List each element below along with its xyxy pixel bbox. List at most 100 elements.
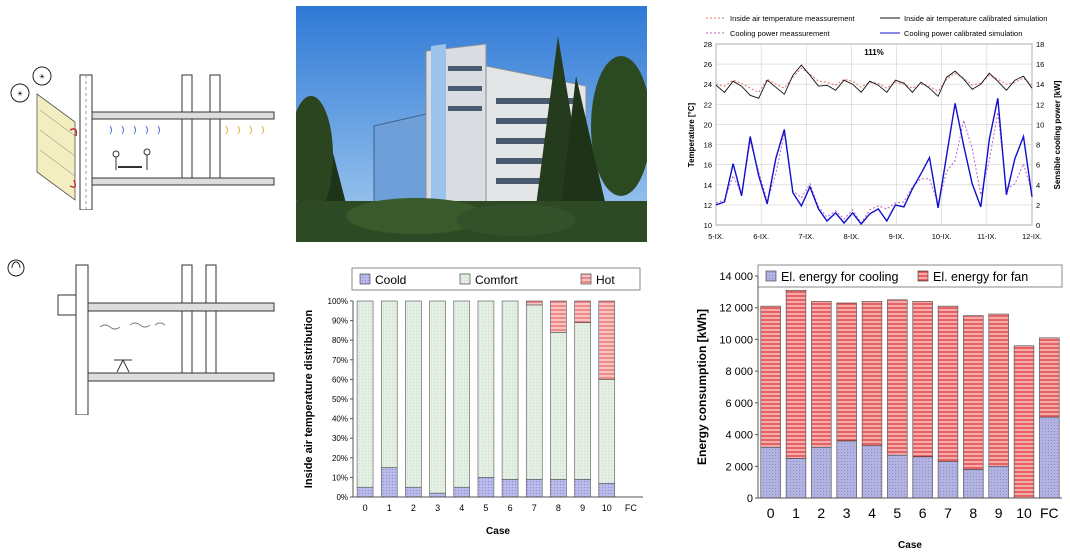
x-tick-label: 9 (995, 505, 1003, 521)
y-tick-label: 100% (328, 297, 348, 306)
y-tick-label-right: 2 (1036, 201, 1040, 210)
x-tick-label: 8 (969, 505, 977, 521)
building-photo (289, 6, 651, 242)
x-tick-label: 6 (508, 503, 513, 513)
x-tick-label: 7-IX. (798, 232, 814, 241)
bar-segment (937, 461, 959, 499)
bar-segment (963, 469, 984, 499)
x-tick-label: 5 (483, 503, 488, 513)
y-axis-label: Inside air temperature distribution (303, 309, 315, 488)
x-axis-label: Case (898, 540, 922, 551)
y-tick-label-left: 24 (704, 80, 712, 89)
y-tick-label: 2 000 (725, 461, 753, 473)
bar-segment (887, 299, 908, 456)
y-tick-label: 4 000 (725, 430, 753, 442)
bar-segment (861, 301, 883, 446)
x-tick-label: 0 (767, 505, 775, 521)
y-tick-label-left: 26 (704, 60, 712, 69)
bar-segment (1039, 337, 1060, 418)
bar-segment (356, 300, 374, 488)
bar-segment (836, 302, 857, 442)
legend-entry: Comfort (475, 273, 518, 287)
bar-segment (937, 305, 959, 462)
legend-entry: Hot (596, 273, 615, 287)
series-line (715, 112, 1033, 224)
legend-entry: Coold (375, 273, 406, 287)
y-tick-label: 12 000 (719, 303, 753, 315)
y-tick-label-left: 14 (704, 181, 712, 190)
y-tick-label: 14 000 (719, 271, 753, 283)
bar-segment (453, 300, 471, 488)
svg-text:☀: ☀ (39, 73, 45, 81)
chart-title: 111% (864, 48, 884, 57)
bar-segment (574, 479, 591, 498)
bar-segment (356, 486, 374, 498)
bar-segment (785, 458, 807, 499)
legend-entry: Cooling power calibrated simulation (904, 29, 1022, 38)
y-axis-label: Energy consumption [kWh] (695, 309, 709, 465)
x-tick-label: 10 (1016, 505, 1032, 521)
x-tick-label: 12-IX. (1022, 232, 1042, 241)
bar-segment (887, 454, 908, 499)
y-tick-label-right: 10 (1036, 120, 1044, 129)
y-tick-label: 30% (332, 434, 348, 443)
bar-segment (760, 446, 781, 499)
bar-segment (574, 300, 591, 323)
y-tick-label-right: 6 (1036, 161, 1040, 170)
series-line (715, 64, 1033, 99)
y-tick-label-left: 16 (704, 161, 712, 170)
bar-segment (550, 479, 567, 498)
y-tick-label: 80% (332, 336, 348, 345)
legend-entry: El. energy for fan (933, 270, 1028, 284)
bar-segment (380, 467, 398, 498)
y-tick-label-left: 12 (704, 201, 712, 210)
series-line (715, 98, 1033, 226)
y-axis-label-left: Temperature [°C] (687, 102, 696, 167)
bar-segment (405, 486, 422, 498)
bar-segment (429, 300, 446, 494)
bar-segment (501, 479, 519, 498)
y-tick-label-right: 12 (1036, 100, 1044, 109)
bar-segment (598, 300, 616, 380)
legend: El. energy for cooling El. energy for fa… (765, 270, 1028, 284)
svg-text:☀: ☀ (17, 90, 23, 98)
section-drawing-bottom (0, 255, 290, 416)
x-tick-label: 9 (580, 503, 585, 513)
bar-segment (963, 315, 984, 470)
x-tick-label: 6-IX. (753, 232, 769, 241)
bar-segment (598, 379, 616, 484)
bar-segment (760, 305, 781, 448)
series-line (715, 67, 1033, 93)
y-tick-label: 60% (332, 375, 348, 384)
bar-segment (988, 465, 1009, 499)
y-axis-label-right: Sensible cooling power [kW] (1053, 80, 1062, 189)
legend-entry: Inside air temperature meassurement (730, 14, 856, 23)
x-tick-label: 0 (363, 503, 368, 513)
legend-entry: El. energy for cooling (781, 270, 898, 284)
y-tick-label-right: 14 (1036, 80, 1044, 89)
x-axis-label: Case (486, 526, 510, 537)
x-tick-label: 11-IX. (977, 232, 996, 241)
bar-segment (525, 300, 543, 306)
bar-segment (785, 289, 807, 459)
bar-segment (811, 446, 832, 499)
x-tick-label: 1 (387, 503, 392, 513)
y-tick-label: 6 000 (725, 398, 753, 410)
x-tick-label: 7 (532, 503, 537, 513)
bar-segment (598, 482, 616, 498)
y-tick-label: 90% (332, 317, 348, 326)
bar-segment (912, 301, 933, 458)
y-tick-label: 40% (332, 415, 348, 424)
bar-segment (550, 300, 567, 333)
x-tick-label: 10-IX. (932, 232, 952, 241)
y-tick-label-right: 18 (1036, 40, 1044, 49)
bar-segment (988, 313, 1009, 467)
bar-segment (453, 486, 471, 498)
y-tick-label: 0% (336, 493, 348, 502)
bar-segment (405, 300, 422, 488)
x-tick-label: 3 (435, 503, 440, 513)
x-tick-label: 9-IX. (889, 232, 905, 241)
x-tick-label: FC (625, 503, 637, 513)
section-drawing-top: ☀ ☀ (0, 60, 290, 211)
x-tick-label: FC (1040, 505, 1059, 521)
